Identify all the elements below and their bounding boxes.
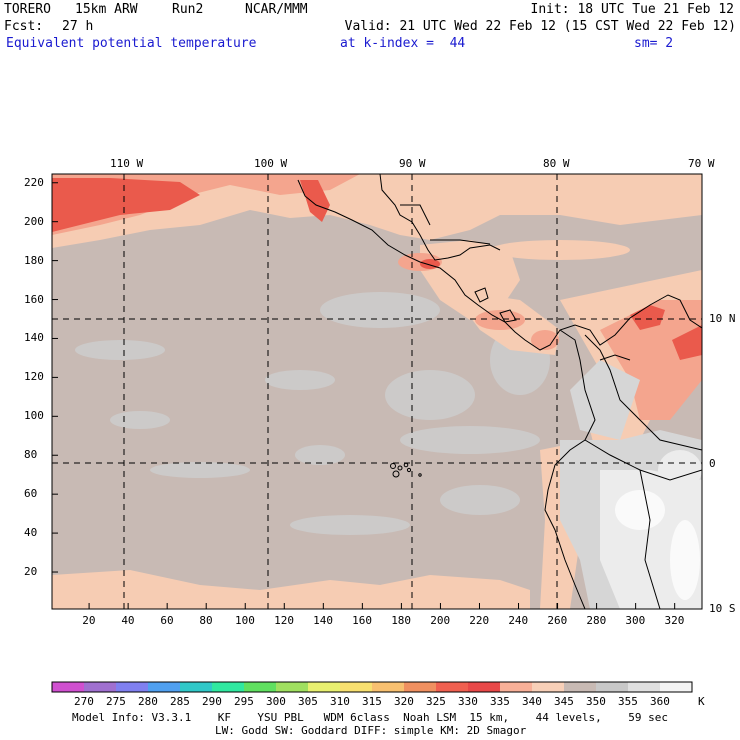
y-label: 40	[24, 526, 38, 540]
colorbar-swatch	[404, 682, 437, 692]
colorbar-label: 310	[330, 695, 350, 708]
colorbar-label: 275	[106, 695, 126, 708]
colorbar-label: 320	[394, 695, 414, 708]
model-name: TORERO	[4, 2, 51, 17]
x-label: 280	[586, 614, 607, 627]
x-label: 320	[664, 614, 685, 627]
level-label: at k-index = 44	[340, 36, 466, 51]
lon-label-90w: 90 W	[399, 157, 426, 170]
colorbar-label: 355	[618, 695, 638, 708]
colorbar-swatch	[372, 682, 405, 692]
colorbar-label: 325	[426, 695, 446, 708]
colorbar-swatch	[628, 682, 661, 692]
y-label: 20	[24, 565, 38, 579]
x-label: 40	[121, 614, 135, 627]
y-label: 220	[24, 175, 44, 189]
lon-label-110w: 110 W	[110, 157, 144, 170]
lat-label-0: 0	[709, 457, 716, 470]
x-label: 300	[625, 614, 646, 627]
colorbar-label: 270	[74, 695, 94, 708]
map-field	[52, 174, 702, 609]
y-label: 180	[24, 253, 44, 267]
colorbar-swatch	[244, 682, 277, 692]
x-label: 260	[547, 614, 568, 627]
colorbar-swatch	[340, 682, 373, 692]
graticule	[52, 174, 702, 609]
physics-info: LW: Godd SW: Goddard DIFF: simple KM: 2D…	[215, 724, 527, 737]
x-label: 120	[274, 614, 294, 627]
smoothing-label: sm= 2	[634, 36, 674, 51]
colorbar-swatch	[180, 682, 213, 692]
forecast-label: Fcst:	[4, 19, 44, 34]
colorbar-label: 330	[458, 695, 478, 708]
init-time: Init: 18 UTC Tue 21 Feb 12	[530, 2, 735, 17]
x-label: 220	[469, 614, 490, 627]
colorbar-label: 305	[298, 695, 318, 708]
colorbar-swatch	[212, 682, 245, 692]
y-label: 100	[24, 409, 44, 423]
colorbar-swatch	[308, 682, 341, 692]
colorbar-label: 315	[362, 695, 382, 708]
colorbar-swatch	[148, 682, 181, 692]
map-frame	[51, 173, 703, 610]
lon-label-80w: 80 W	[543, 157, 570, 170]
colorbar-swatch	[276, 682, 309, 692]
colorbar-swatch	[84, 682, 117, 692]
run-label: Run2	[172, 2, 204, 17]
lon-label-100w: 100 W	[254, 157, 288, 170]
x-label: 160	[352, 614, 373, 627]
colorbar-swatch	[436, 682, 469, 692]
colorbar-label: 360	[650, 695, 670, 708]
y-label: 140	[24, 331, 44, 345]
colorbar-label: 290	[202, 695, 222, 708]
lat-label-10s: 10 S	[709, 602, 736, 615]
y-label: 160	[24, 292, 44, 306]
x-label: 60	[160, 614, 174, 627]
coastlines	[297, 174, 702, 609]
colorbar-label: 345	[554, 695, 574, 708]
colorbar-swatch	[468, 682, 501, 692]
y-label: 80	[24, 448, 38, 462]
model-resolution: 15km ARW	[75, 2, 138, 17]
colorbar-swatch	[596, 682, 629, 692]
galapagos-islands	[390, 462, 422, 478]
source-label: NCAR/MMM	[245, 2, 308, 17]
colorbar-swatch	[500, 682, 533, 692]
x-label: 20	[82, 614, 96, 627]
colorbar-label: 340	[522, 695, 542, 708]
y-label: 120	[24, 370, 44, 384]
lat-label-10n: 10 N	[709, 312, 736, 325]
colorbar-swatch	[116, 682, 149, 692]
forecast-hours: 27 h	[62, 19, 94, 34]
valid-time: Valid: 21 UTC Wed 22 Feb 12 (15 CST Wed …	[344, 19, 736, 34]
x-label: 80	[199, 614, 213, 627]
colorbar-label: 285	[170, 695, 190, 708]
x-label: 180	[391, 614, 412, 627]
colorbar-label: 335	[490, 695, 510, 708]
colorbar-swatch	[532, 682, 565, 692]
colorbar-unit: K	[698, 695, 705, 708]
colorbar-label: 280	[138, 695, 158, 708]
x-label: 240	[508, 614, 529, 627]
colorbar-swatch	[564, 682, 597, 692]
colorbar-label: 300	[266, 695, 286, 708]
x-label: 100	[235, 614, 255, 627]
colorbar-swatch	[660, 682, 693, 692]
x-label: 140	[313, 614, 333, 627]
colorbar-label: 350	[586, 695, 606, 708]
lon-label-70w: 70 W	[688, 157, 715, 170]
field-name: Equivalent potential temperature	[6, 36, 257, 51]
colorbar-label: 295	[234, 695, 254, 708]
y-label: 60	[24, 487, 38, 501]
y-label: 200	[24, 214, 44, 228]
colorbar-swatch	[52, 682, 85, 692]
model-info: Model Info: V3.3.1 KF YSU PBL WDM 6class…	[72, 711, 669, 724]
x-label: 200	[430, 614, 451, 627]
